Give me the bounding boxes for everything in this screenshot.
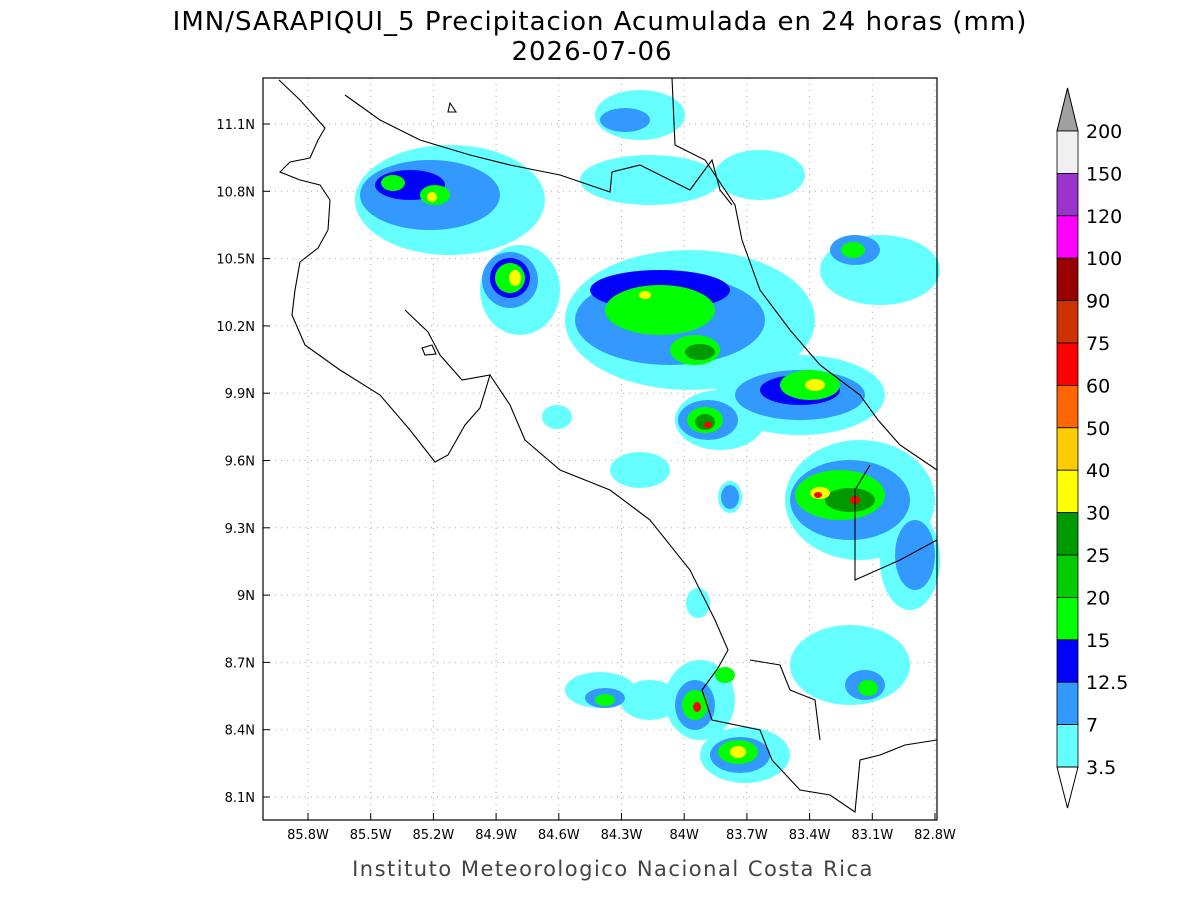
colorbar-label: 50 [1086,418,1110,440]
lat-tick-label: 11.1N [216,118,255,133]
lat-tick-label: 9.6N [225,455,255,470]
lon-tick-label: 84.3W [601,828,643,843]
axes: 11.1N 10.8N 10.5N 10.2N 9.9N 9.6N 9.3N 9N 8.7N 8.… [216,118,956,843]
colorbar-label: 20 [1086,587,1110,609]
colorbar-swatch [1056,554,1079,598]
lon-tick-label: 85.8W [287,828,329,843]
lon-tick-label: 82.8W [914,828,956,843]
colorbar-label: 120 [1086,206,1122,228]
colorbar-label: 12.5 [1086,672,1128,694]
lat-tick-label: 10.5N [216,253,255,268]
colorbar-swatch [1056,512,1079,556]
colorbar-swatch [1056,172,1079,217]
lat-tick-label: 9N [237,589,255,604]
colorbar-swatch [1056,257,1079,302]
colorbar-under [1056,766,1079,809]
footer: Instituto Meteorologico Nacional Costa R… [352,857,874,881]
lon-tick-label: 85.2W [412,828,454,843]
colorbar-label: 40 [1086,460,1110,482]
map-frame [262,77,938,821]
lon-tick-label: 84.9W [475,828,517,843]
subtitle: 2026-07-06 [511,37,672,67]
lat-tick-label: 8.7N [225,656,255,671]
coastlines [278,77,938,813]
title: IMN/SARAPIQUI_5 Precipitacion Acumulada … [173,7,1028,37]
colorbar-swatch [1056,342,1079,386]
lat-tick-label: 10.8N [216,185,255,200]
colorbar-swatch [1056,215,1079,259]
colorbar-label: 90 [1086,291,1110,313]
colorbar-label: 15 [1086,630,1110,652]
lon-tick-label: 84W [669,828,699,843]
colorbar-swatch [1056,130,1079,174]
colorbar-label: 3.5 [1086,757,1116,779]
colorbar-label: 75 [1086,333,1110,355]
colorbar-swatch [1056,639,1079,683]
colorbar-label: 30 [1086,503,1110,525]
lat-tick-label: 9.9N [225,387,255,402]
colorbar-swatch [1056,427,1079,471]
lon-tick-label: 83.4W [789,828,831,843]
colorbar-label: 150 [1086,163,1122,185]
lon-tick-label: 84.6W [538,828,580,843]
lon-tick-label: 83.7W [726,828,768,843]
colorbar-swatch [1056,597,1079,641]
lat-tick-label: 8.1N [225,791,255,806]
colorbar-swatch [1056,724,1079,768]
colorbar-swatch [1056,384,1079,429]
colorbar-swatch [1056,681,1079,726]
colorbar-label: 60 [1086,375,1110,397]
colorbar-label: 200 [1086,121,1122,143]
lon-tick-label: 85.5W [350,828,392,843]
colorbar-label: 25 [1086,545,1110,567]
lon-tick-label: 83.1W [851,828,893,843]
colorbar-swatch [1056,469,1079,514]
colorbar-over [1056,87,1079,132]
lat-tick-label: 10.2N [216,320,255,335]
lat-tick-label: 8.4N [225,724,255,739]
precipitation [355,90,940,783]
colorbar-label: 100 [1086,248,1122,270]
colorbar-swatch [1056,300,1079,344]
lat-tick-label: 9.3N [225,522,255,537]
colorbar-label: 7 [1086,715,1098,737]
colorbar: 200 150 120 100 90 75 60 50 40 30 25 20 15 12.5 7 3.5 [1056,87,1128,809]
